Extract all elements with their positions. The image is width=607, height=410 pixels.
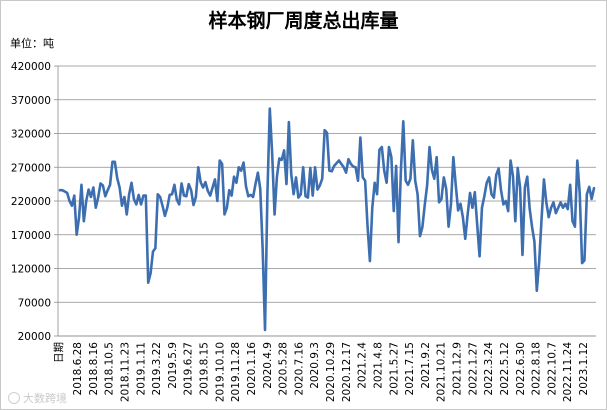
y-tick-label: 370000: [11, 95, 51, 107]
x-tick-label: 2020.9.3: [309, 342, 321, 389]
axes: [57, 66, 596, 337]
x-tick-label: 2022.3.24: [483, 342, 495, 396]
x-tick-label: 2021.7.15: [404, 342, 416, 395]
y-tick-label: 120000: [11, 264, 51, 276]
x-tick-label: 2020.5.28: [278, 342, 290, 395]
x-tick-label: 2020.12.17: [341, 342, 353, 402]
y-tick-label: 70000: [18, 297, 51, 309]
x-tick-label: 2021.5.27: [388, 342, 400, 395]
x-tick-label: 2022.11.24: [562, 342, 574, 402]
x-tick-label: 2022.6.30: [515, 342, 527, 395]
x-tick-label: 2018.11.23: [119, 342, 131, 402]
y-tick-label: 270000: [11, 162, 51, 174]
unit-label: 单位：吨: [10, 37, 54, 50]
series-layer: [58, 107, 596, 332]
x-tick-label: 2019.1.11: [135, 342, 147, 395]
watermark-text: 大数跨境: [23, 392, 67, 405]
x-tick-label: 2022.8.18: [531, 342, 543, 395]
y-tick-label: 170000: [11, 230, 51, 242]
x-tick-label: 2020.10.29: [325, 342, 337, 402]
x-tick-label: 2021.2.4: [357, 342, 369, 389]
y-tick-label: 20000: [18, 331, 51, 343]
x-axis-title: 日期: [53, 342, 65, 363]
x-tick-label: 2021.9.2: [420, 342, 432, 389]
x-tick-label: 2019.3.22: [151, 342, 163, 395]
x-tick-label: 2020.4.9: [262, 342, 274, 389]
y-tick-label: 220000: [11, 196, 51, 208]
y-tick-label: 320000: [11, 129, 51, 141]
x-tick-label: 2021.10.21: [436, 342, 448, 402]
x-tick-label: 2022.1.27: [467, 342, 479, 395]
x-tick-label: 2023.1.12: [578, 342, 590, 395]
y-tick-labels: 20000 70000 120000 170000 220000 270000 320000…: [11, 61, 51, 343]
x-tick-label: 2018.6.28: [72, 342, 84, 395]
x-tick-label: 2019.11.28: [230, 342, 242, 402]
x-tick-label: 2018.8.16: [88, 342, 100, 396]
x-tick-label: 2019.10.10: [214, 342, 226, 402]
x-tick-label: 2019.5.9: [167, 342, 179, 389]
x-tick-label: 2022.10.7: [546, 342, 558, 395]
x-tick-label: 2022.5.12: [499, 342, 511, 395]
watermark: 大数跨境: [8, 390, 67, 406]
x-tick-label: 2021.4.8: [372, 342, 384, 389]
x-tick-label: 2019.6.27: [183, 342, 195, 395]
chart-title: 样本钢厂周度总出库量: [208, 10, 399, 32]
x-tick-label: 2021.12.9: [452, 342, 464, 395]
series-line: [58, 107, 596, 332]
x-tick-label: 2020.7.16: [293, 342, 305, 396]
x-tick-label: 2018.10.5: [104, 342, 116, 395]
y-tick-label: 420000: [11, 61, 51, 73]
x-tick-labels: 2018.6.28 2018.8.16 2018.10.5 2018.11.23 201…: [72, 342, 590, 402]
x-tick-label: 2019.8.15: [199, 342, 211, 395]
x-tick-label: 2020.1.16: [246, 342, 258, 396]
watermark-logo-icon: [8, 392, 20, 404]
